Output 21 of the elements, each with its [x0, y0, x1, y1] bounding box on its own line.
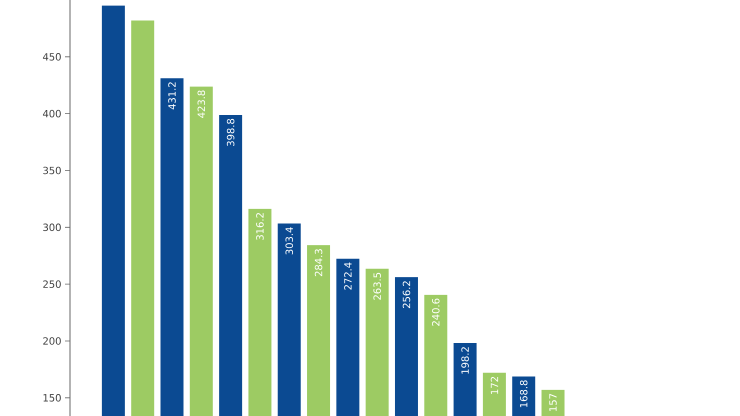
data-label: 263.5 — [373, 272, 381, 300]
data-label: 303.4 — [285, 227, 293, 254]
y-tick-label: 450 — [42, 53, 61, 61]
y-tick-label: 300 — [43, 224, 61, 232]
data-label: 240.6 — [432, 298, 440, 326]
data-label: 157 — [549, 394, 557, 411]
data-label: 256.2 — [402, 281, 410, 308]
data-label: 316.2 — [256, 213, 264, 240]
data-label: 431.2 — [168, 82, 176, 110]
data-label: 423.8 — [198, 90, 206, 118]
y-tick-label: 350 — [43, 166, 61, 174]
y-tick-label: 400 — [42, 110, 61, 118]
y-tick-label: 150 — [44, 394, 61, 402]
data-label: 168.8 — [520, 380, 528, 408]
y-tick-label: 200 — [43, 337, 61, 345]
data-label: 272.4 — [344, 262, 352, 290]
data-label: 398.8 — [226, 118, 234, 146]
data-label: 284.3 — [314, 249, 322, 276]
data-label: 198.2 — [461, 347, 469, 374]
data-label: 172 — [490, 377, 498, 394]
y-tick-label: 250 — [43, 280, 61, 288]
